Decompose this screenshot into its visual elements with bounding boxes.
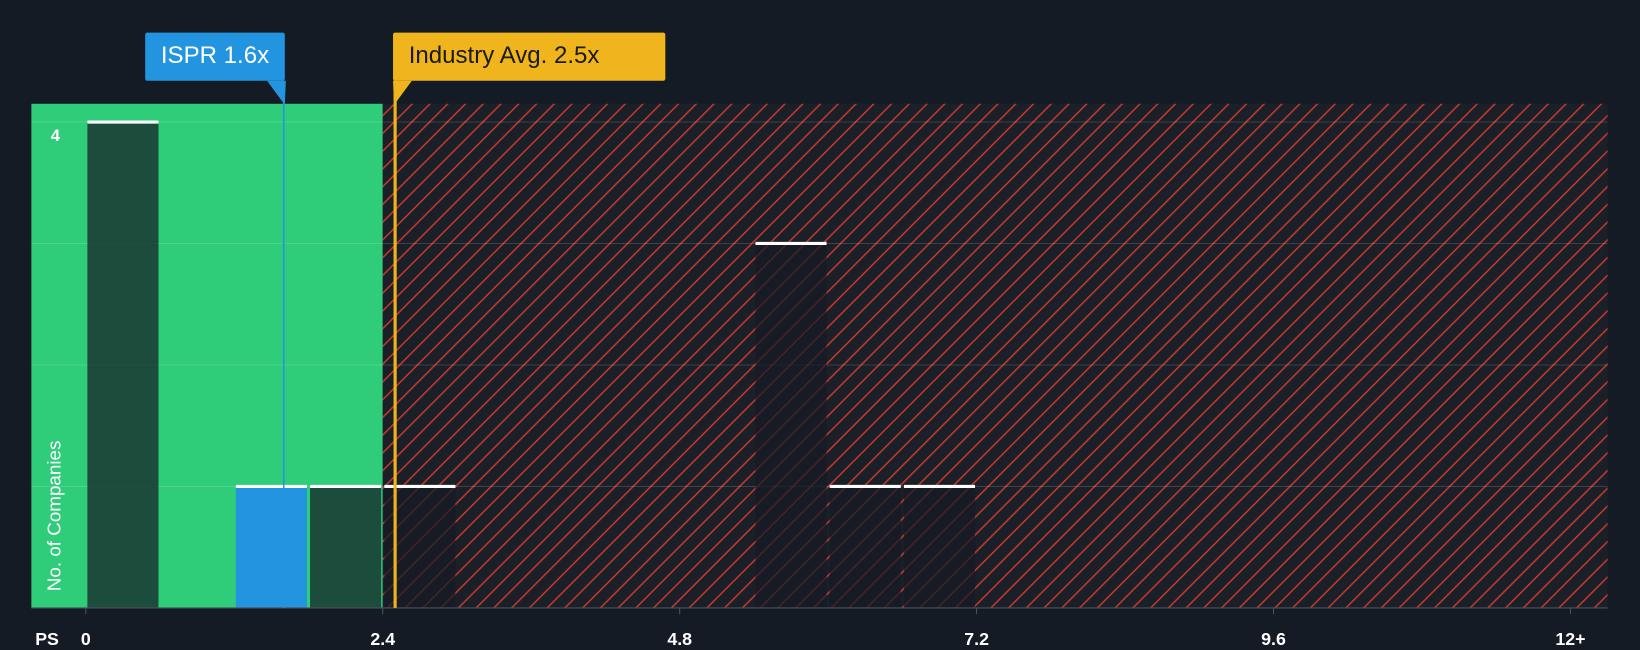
region <box>382 103 1608 608</box>
annotation: ISPR 1.6x <box>145 32 286 105</box>
x-tick-label: 0 <box>81 629 91 649</box>
bar <box>903 486 976 608</box>
annotation-box <box>393 32 666 81</box>
bar <box>755 243 827 608</box>
bar <box>87 122 159 608</box>
bar <box>829 486 901 608</box>
bar <box>310 486 382 608</box>
annotation: Industry Avg. 2.5x <box>393 32 666 105</box>
annotation-pointer <box>267 80 286 105</box>
bar <box>235 486 307 608</box>
annotation-pointer <box>393 80 412 105</box>
x-tick-label: 2.4 <box>370 629 395 649</box>
x-tick-label: 12+ <box>1555 629 1585 649</box>
x-tick-label: 7.2 <box>964 629 989 649</box>
annotation-label: ISPR 1.6x <box>161 42 269 69</box>
x-axis-label: PS <box>35 629 59 649</box>
annotation-box <box>145 32 285 81</box>
y-tick-label: 4 <box>51 126 61 145</box>
x-tick-label: 9.6 <box>1261 629 1286 649</box>
annotation-label: Industry Avg. 2.5x <box>409 42 600 69</box>
y-axis-label: No. of Companies <box>43 441 64 592</box>
x-tick-label: 4.8 <box>667 629 692 649</box>
